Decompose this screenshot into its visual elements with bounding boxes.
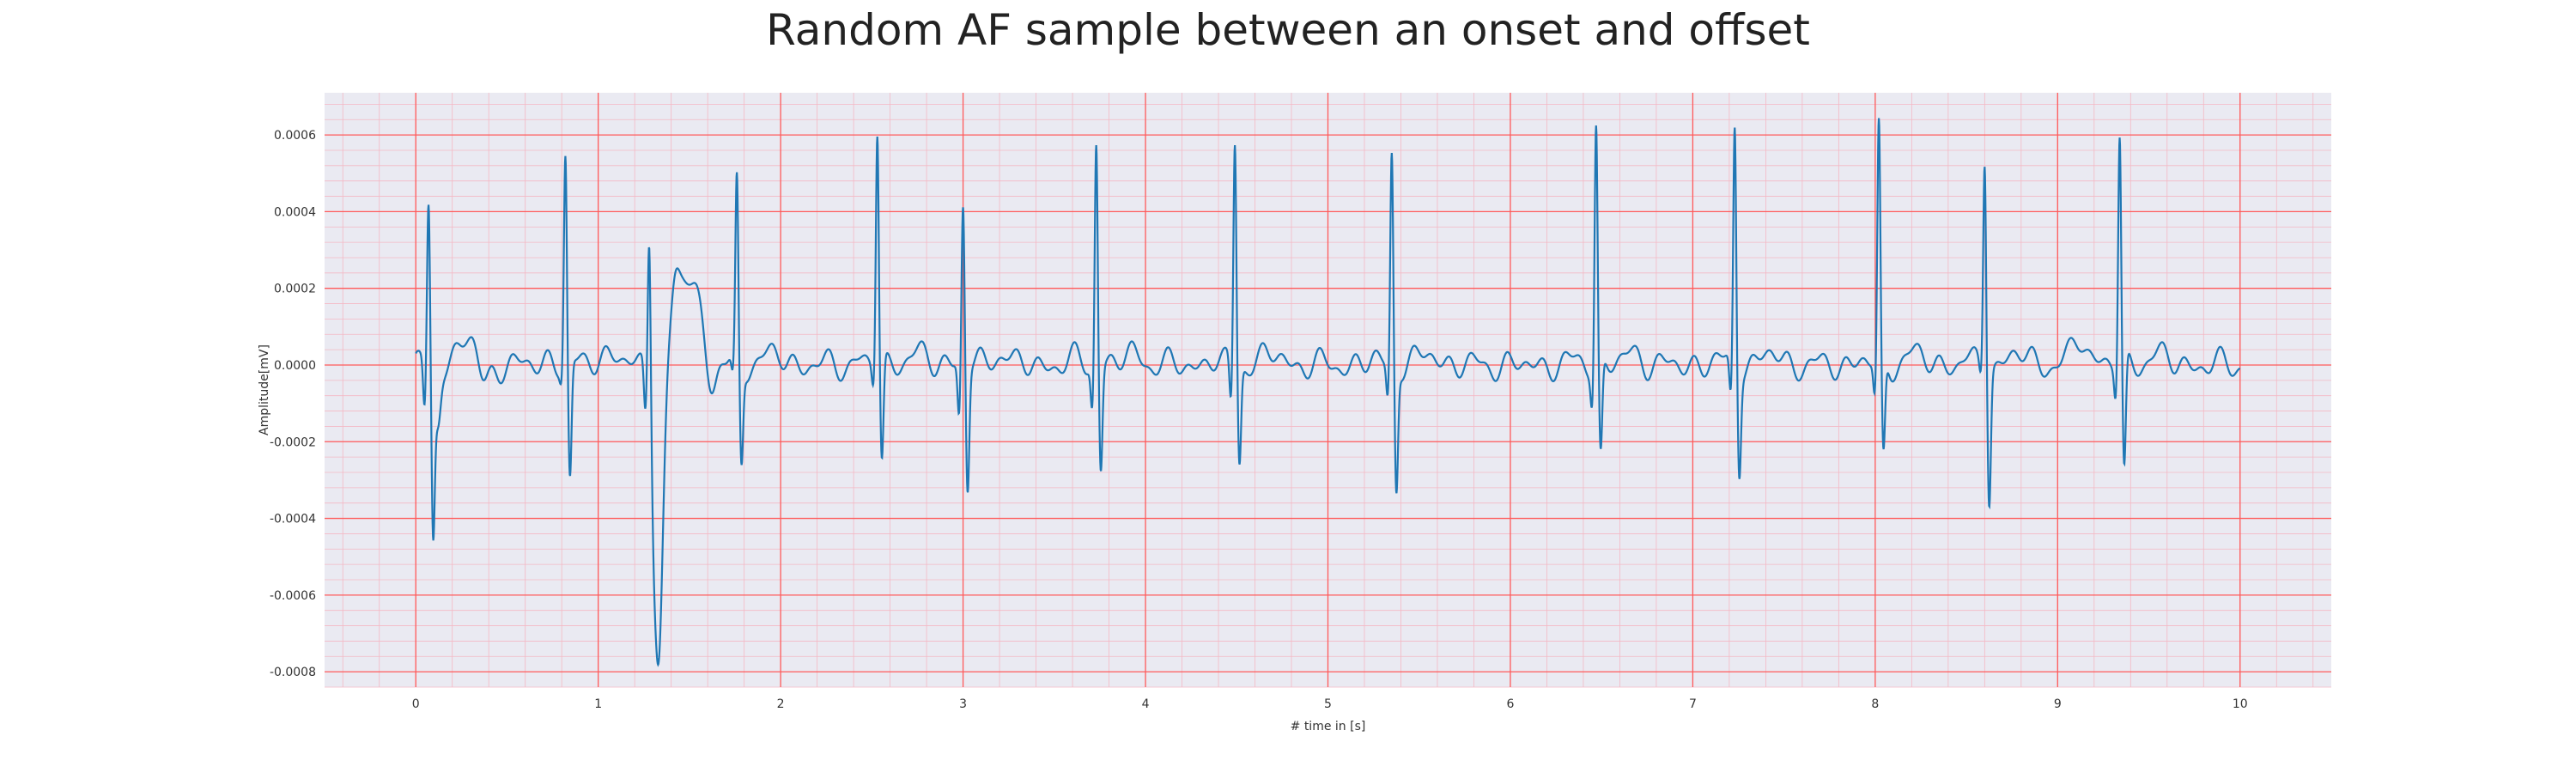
x-tick-label: 6 bbox=[1506, 697, 1514, 711]
x-tick-label: 2 bbox=[777, 697, 785, 711]
x-tick-label: 0 bbox=[412, 697, 420, 711]
x-tick-label: 7 bbox=[1689, 697, 1697, 711]
x-tick-label: 3 bbox=[959, 697, 967, 711]
x-axis-label: # time in [s] bbox=[1291, 720, 1366, 733]
y-tick-label: 0.0000 bbox=[274, 359, 316, 373]
x-tick-label: 4 bbox=[1142, 697, 1150, 711]
y-axis-ticks: -0.0008 -0.0006 -0.0004 -0.0002 0.0000 0.0002… bbox=[270, 129, 316, 679]
y-tick-label: 0.0002 bbox=[274, 283, 316, 296]
x-tick-label: 9 bbox=[2054, 697, 2062, 711]
y-tick-label: -0.0006 bbox=[270, 589, 316, 603]
x-tick-label: 8 bbox=[1871, 697, 1879, 711]
y-tick-label: 0.0006 bbox=[274, 129, 316, 143]
x-tick-label: 1 bbox=[594, 697, 602, 711]
x-axis-ticks: 0 1 2 3 4 5 6 7 8 9 10 bbox=[412, 697, 2248, 711]
x-tick-label: 10 bbox=[2233, 697, 2248, 711]
y-axis-label: Amplitude[mV] bbox=[258, 344, 271, 435]
series-line-ecg bbox=[415, 118, 2241, 667]
y-tick-label: 0.0004 bbox=[274, 205, 316, 219]
y-tick-label: -0.0002 bbox=[270, 435, 316, 449]
y-tick-label: -0.0004 bbox=[270, 513, 316, 526]
y-tick-label: -0.0008 bbox=[270, 666, 316, 679]
x-tick-label: 5 bbox=[1324, 697, 1332, 711]
major-grid bbox=[325, 93, 2331, 687]
chart-title: Random AF sample between an onset and of… bbox=[766, 5, 1810, 55]
